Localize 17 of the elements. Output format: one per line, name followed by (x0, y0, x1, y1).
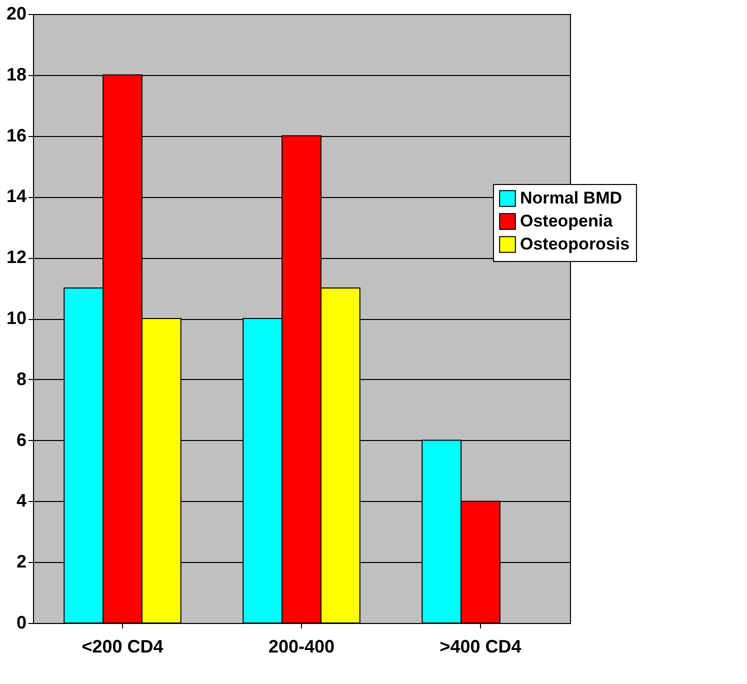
y-tick-label: 16 (6, 125, 26, 146)
y-tick-label: 8 (16, 368, 26, 389)
legend-label: Osteopenia (520, 212, 614, 230)
legend-label: Normal BMD (520, 188, 622, 208)
y-tick-label: 12 (6, 247, 26, 268)
y-tick-label: 14 (6, 186, 26, 206)
y-tick-label: 2 (16, 552, 26, 572)
legend-label: Osteoporosis (520, 234, 630, 254)
x-tick-label: 200-400 (268, 636, 335, 656)
x-tick-label: <200 CD4 (82, 636, 164, 656)
y-tick-label: 20 (6, 4, 26, 24)
y-tick-label: 4 (16, 490, 26, 511)
y-tick-label: 6 (16, 430, 26, 450)
y-tick-label: 0 (16, 612, 26, 632)
x-tick-label: >400 CD4 (440, 636, 522, 656)
y-tick-label: 10 (6, 308, 26, 328)
y-tick-label: 18 (6, 64, 26, 84)
